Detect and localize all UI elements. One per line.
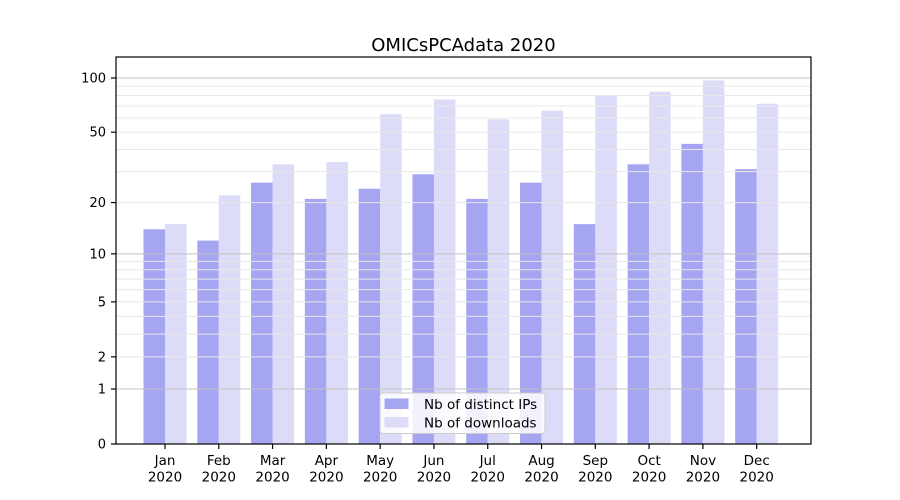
x-tick-label-month-sep: Sep	[583, 453, 608, 469]
legend-label-downloads: Nb of downloads	[424, 416, 537, 432]
legend: Nb of distinct IPs Nb of downloads	[379, 392, 546, 434]
chart-title: OMICsPCAdata 2020	[371, 35, 555, 56]
legend-box	[379, 392, 546, 434]
bar-distinct-ips-apr	[304, 198, 327, 444]
bar-distinct-ips-jan	[143, 229, 165, 444]
bar-downloads-apr	[326, 162, 348, 445]
bar-distinct-ips-feb	[197, 240, 219, 444]
y-tick-label-0: 0	[98, 438, 106, 453]
bars-layer	[143, 80, 779, 445]
x-tick-label-month-mar: Mar	[260, 453, 286, 469]
bar-downloads-mar	[272, 164, 295, 445]
x-tick-label-month-jun: Jun	[422, 453, 444, 469]
x-tick-label-month-nov: Nov	[690, 453, 716, 469]
y-tick-label-1: 1	[98, 383, 106, 398]
bar-distinct-ips-nov	[681, 143, 703, 444]
bar-downloads-oct	[649, 91, 671, 444]
bar-downloads-dec	[756, 103, 779, 444]
x-tick-label-year-dec: 2020	[740, 470, 774, 486]
x-tick-label-year-jan: 2020	[148, 470, 182, 486]
bar-distinct-ips-mar	[251, 182, 273, 444]
x-tick-label-year-jul: 2020	[471, 470, 505, 486]
x-tick-label-month-dec: Dec	[744, 453, 770, 469]
y-tick-label-2: 2	[98, 350, 106, 365]
legend-label-distinct-ips: Nb of distinct IPs	[424, 397, 537, 413]
x-tick-label-month-jul: Jul	[479, 453, 496, 469]
bar-downloads-jul	[487, 119, 510, 445]
x-tick-label-month-oct: Oct	[637, 453, 660, 469]
legend-swatch-downloads-icon	[384, 417, 409, 428]
y-tick-label-100: 100	[81, 72, 106, 87]
bar-distinct-ips-aug	[520, 182, 542, 444]
x-tick-label-month-may: May	[366, 453, 394, 469]
bar-distinct-ips-jul	[466, 198, 488, 444]
bar-downloads-aug	[541, 110, 564, 444]
bar-downloads-feb	[218, 195, 241, 444]
x-tick-label-year-sep: 2020	[578, 470, 612, 486]
bar-distinct-ips-dec	[735, 169, 757, 444]
x-tick-label-year-mar: 2020	[255, 470, 289, 486]
x-tick-label-month-jan: Jan	[154, 453, 176, 469]
bar-distinct-ips-oct	[627, 164, 650, 445]
x-tick-label-year-aug: 2020	[524, 470, 558, 486]
bar-downloads-jun	[433, 99, 456, 444]
y-tick-label-10: 10	[89, 247, 106, 262]
x-tick-label-year-apr: 2020	[309, 470, 343, 486]
x-tick-label-year-may: 2020	[363, 470, 397, 486]
axis-layer: 0125102050100Jan2020Feb2020Mar2020Apr202…	[81, 72, 774, 486]
legend-swatch-distinct-ips-icon	[384, 398, 409, 409]
plot-border	[115, 56, 812, 445]
x-tick-label-month-aug: Aug	[528, 453, 554, 469]
x-tick-label-month-feb: Feb	[207, 453, 231, 469]
y-tick-label-50: 50	[89, 126, 106, 141]
x-tick-label-year-feb: 2020	[202, 470, 236, 486]
x-tick-label-year-oct: 2020	[632, 470, 666, 486]
y-tick-label-5: 5	[98, 295, 106, 310]
bar-distinct-ips-jun	[412, 174, 434, 445]
grid-layer	[116, 77, 811, 390]
y-tick-label-20: 20	[89, 196, 106, 211]
x-tick-label-year-jun: 2020	[417, 470, 451, 486]
x-tick-label-month-apr: Apr	[315, 453, 339, 469]
x-tick-label-year-nov: 2020	[686, 470, 720, 486]
